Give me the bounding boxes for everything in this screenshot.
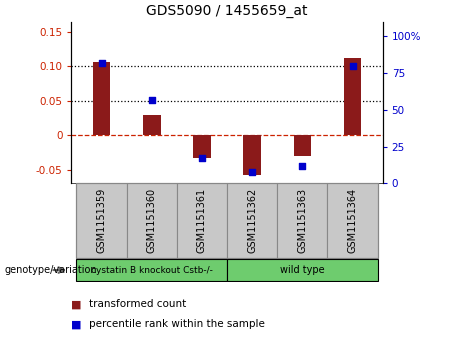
- Text: percentile rank within the sample: percentile rank within the sample: [89, 319, 265, 329]
- Bar: [127, 183, 177, 258]
- Text: GSM1151364: GSM1151364: [348, 188, 358, 253]
- Text: GSM1151361: GSM1151361: [197, 188, 207, 253]
- Bar: [177, 183, 227, 258]
- Bar: [77, 183, 127, 258]
- Text: ■: ■: [71, 299, 82, 309]
- Bar: [227, 259, 378, 281]
- Text: GSM1151359: GSM1151359: [96, 188, 106, 253]
- Title: GDS5090 / 1455659_at: GDS5090 / 1455659_at: [146, 4, 308, 18]
- Bar: [344, 58, 361, 135]
- Text: GSM1151360: GSM1151360: [147, 188, 157, 253]
- Point: [98, 60, 105, 66]
- Bar: [77, 259, 227, 281]
- Bar: [227, 183, 277, 258]
- Text: wild type: wild type: [280, 265, 325, 275]
- Point: [248, 169, 256, 175]
- Bar: [294, 135, 311, 156]
- Text: GSM1151363: GSM1151363: [297, 188, 307, 253]
- Text: genotype/variation: genotype/variation: [5, 265, 97, 275]
- Point: [349, 63, 356, 69]
- Bar: [143, 115, 160, 135]
- Text: GSM1151362: GSM1151362: [247, 188, 257, 253]
- Point: [148, 97, 155, 102]
- Point: [299, 163, 306, 168]
- Bar: [277, 183, 327, 258]
- Bar: [327, 183, 378, 258]
- Text: ■: ■: [71, 319, 82, 329]
- Bar: [193, 135, 211, 158]
- Bar: [93, 62, 110, 135]
- Text: cystatin B knockout Cstb-/-: cystatin B knockout Cstb-/-: [91, 266, 213, 274]
- Point: [198, 155, 206, 161]
- Bar: [243, 135, 261, 175]
- Text: transformed count: transformed count: [89, 299, 186, 309]
